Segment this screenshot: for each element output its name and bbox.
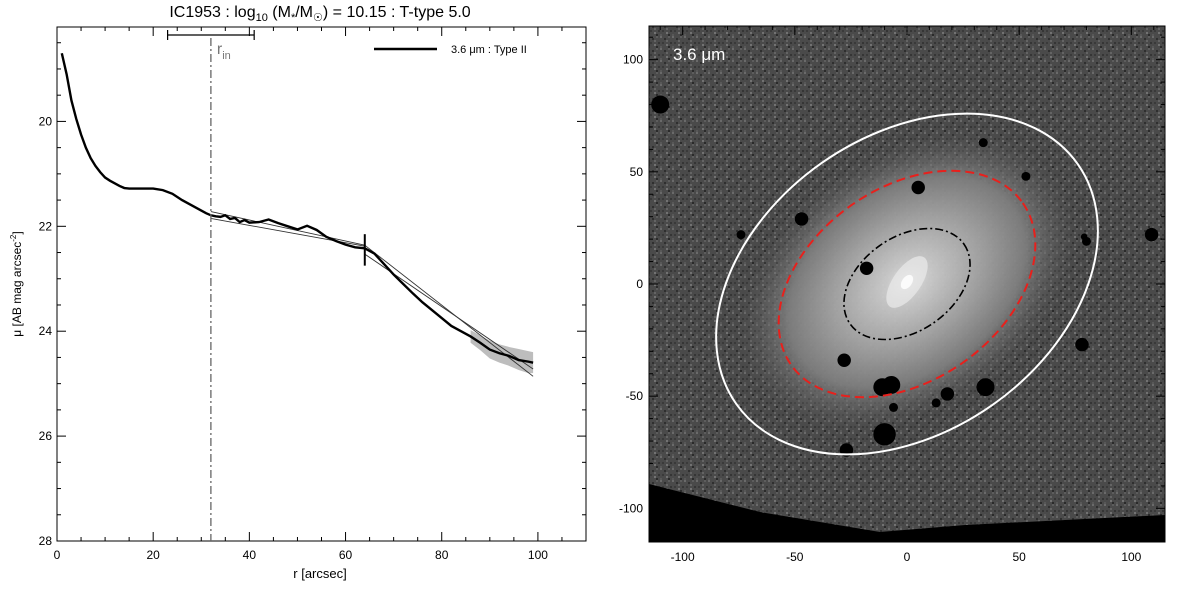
ellipse-outer bbox=[715, 112, 1099, 456]
profile-panel: IC1953 : log10 (M*/M☉) = 10.15 : T-type … bbox=[9, 4, 587, 581]
x-tick-label: 40 bbox=[243, 548, 257, 562]
masked-source bbox=[794, 212, 809, 226]
image-y-tick-label: 100 bbox=[623, 53, 643, 67]
r-in-label: rin bbox=[217, 41, 231, 62]
masked-source bbox=[1144, 227, 1159, 242]
y-tick-label: 26 bbox=[39, 429, 53, 443]
masked-source bbox=[911, 180, 925, 195]
isophote-ellipses bbox=[715, 112, 1099, 456]
masked-source bbox=[978, 138, 988, 148]
legend-label: 3.6 μm : Type II bbox=[451, 44, 527, 56]
masked-source bbox=[976, 378, 995, 397]
fit-line bbox=[210, 211, 365, 246]
x-tick-label: 20 bbox=[147, 548, 161, 562]
y-tick-label: 22 bbox=[39, 219, 53, 233]
x-tick-label: 0 bbox=[54, 548, 61, 562]
image-x-tick-label: -100 bbox=[671, 550, 695, 564]
masked-source bbox=[882, 375, 901, 394]
ellipse-break bbox=[777, 169, 1037, 399]
masked-sources bbox=[651, 95, 1159, 457]
x-tick-label: 60 bbox=[339, 548, 353, 562]
image-y-tick-label: -100 bbox=[619, 501, 643, 515]
profile-plot-frame bbox=[56, 26, 587, 542]
r-in-error-bar bbox=[167, 30, 255, 40]
masked-source bbox=[1075, 337, 1089, 352]
series-line-3.6um bbox=[60, 52, 534, 364]
masked-source bbox=[931, 398, 941, 408]
image-x-tick-label: 0 bbox=[904, 550, 911, 564]
image-blank-corner bbox=[649, 484, 1165, 542]
image-x-tick-label: -50 bbox=[786, 550, 804, 564]
x-tick-label: 80 bbox=[435, 548, 449, 562]
masked-source bbox=[1080, 233, 1088, 241]
image-x-tick-label: 100 bbox=[1121, 550, 1141, 564]
masked-source bbox=[651, 95, 670, 114]
x-tick-label: 100 bbox=[528, 548, 548, 562]
masked-source bbox=[873, 423, 896, 446]
masked-source bbox=[837, 353, 851, 368]
masked-source bbox=[1021, 171, 1031, 181]
image-panel: -100 -50 0 50 100 -100 -50 0 50 100 3.6 μm bbox=[619, 25, 1166, 564]
legend: 3.6 μm : Type II bbox=[374, 44, 527, 56]
image-ticks: -100 -50 0 50 100 -100 -50 0 50 100 bbox=[619, 26, 1165, 564]
galaxy-nucleus bbox=[900, 274, 914, 290]
galaxy-image bbox=[649, 26, 1165, 542]
y-axis-label: μ [AB mag arcsec-2] bbox=[9, 231, 24, 336]
y-tick-label: 24 bbox=[39, 324, 53, 338]
profile-title: IC1953 : log10 (M*/M☉) = 10.15 : T-type … bbox=[169, 4, 470, 24]
image-y-tick-label: 0 bbox=[636, 277, 643, 291]
masked-source bbox=[940, 387, 955, 401]
y-tick-label: 20 bbox=[39, 114, 53, 128]
ellipse-inner bbox=[843, 227, 971, 341]
profile-ticks: 0 20 40 60 80 100 20 22 24 26 28 bbox=[39, 27, 587, 562]
image-y-tick-label: -50 bbox=[626, 389, 644, 403]
masked-source bbox=[889, 402, 899, 412]
image-y-tick-label: 50 bbox=[630, 165, 644, 179]
masked-source bbox=[736, 230, 746, 240]
image-x-tick-label: 50 bbox=[1012, 550, 1026, 564]
masked-source bbox=[859, 261, 874, 276]
x-axis-label: r [arcsec] bbox=[293, 566, 346, 581]
band-label: 3.6 μm bbox=[673, 45, 725, 64]
y-tick-label: 28 bbox=[39, 534, 53, 548]
